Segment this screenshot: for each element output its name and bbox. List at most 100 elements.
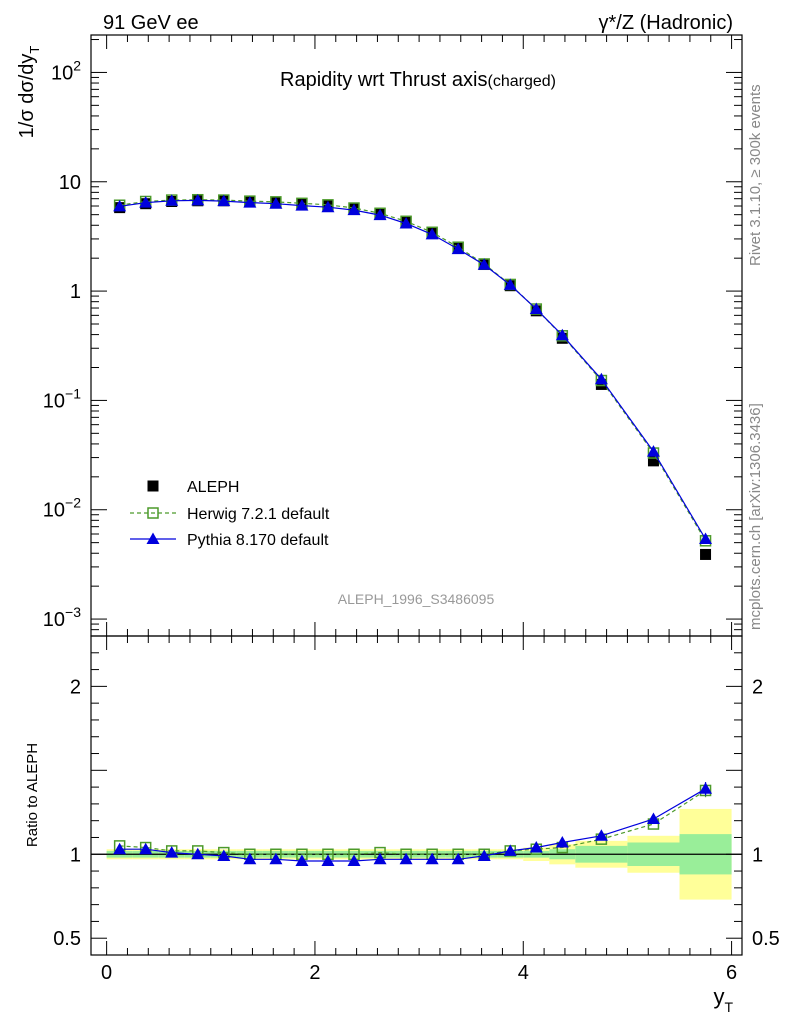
x-tick-label: 0 <box>101 962 112 984</box>
y-tick-base: 10 <box>51 62 73 84</box>
data-point <box>503 278 517 290</box>
mcplots-credit-label: mcplots.cern.ch [arXiv:1306.3436] <box>747 403 764 630</box>
data-point <box>647 455 659 467</box>
y-tick-exponent: −3 <box>65 604 81 620</box>
data-point <box>269 197 283 209</box>
ratio-point <box>477 849 491 861</box>
data-point <box>113 199 127 212</box>
ratio-panel-series <box>113 782 713 866</box>
ratio-series-2 <box>113 782 713 866</box>
y-tick-exponent: −2 <box>65 495 81 511</box>
legend-marker <box>146 532 160 544</box>
x-tick-label: 6 <box>726 962 737 984</box>
chart-title-main: Rapidity wrt Thrust axis <box>280 69 487 91</box>
legend-marker <box>147 507 159 519</box>
ratio-point <box>503 844 517 856</box>
x-tick-label: 4 <box>518 962 529 984</box>
header-right: γ*/Z (Hadronic) <box>599 12 733 34</box>
y-tick-base: 1 <box>70 281 81 303</box>
ratio-point <box>139 842 153 855</box>
x-axis-label-main: y <box>713 984 724 1009</box>
ratio-tick-label-left: 0.5 <box>53 928 81 950</box>
data-point <box>595 378 607 390</box>
data-point <box>217 194 231 207</box>
data-point <box>425 227 439 240</box>
ratio-axis-label: Ratio to ALEPH <box>24 743 41 847</box>
x-axis-label: yT <box>713 984 733 1015</box>
ratio-point <box>113 842 127 855</box>
legend-label: ALEPH <box>187 479 239 496</box>
chart-title-suffix: (charged) <box>488 73 556 90</box>
chart-title: Rapidity wrt Thrust axis(charged) <box>280 69 556 91</box>
ratio-line <box>119 789 706 855</box>
ratio-tick-label-right: 0.5 <box>752 928 780 950</box>
data-point <box>399 217 413 229</box>
ratio-point <box>347 854 361 866</box>
ratio-point <box>555 836 569 848</box>
data-point <box>139 196 153 208</box>
y-axis-label-sub: T <box>27 46 42 54</box>
ratio-point <box>425 852 439 865</box>
y-tick-label: 10−2 <box>43 495 81 522</box>
ratio-point <box>529 841 543 853</box>
data-point <box>477 258 491 270</box>
ratio-point <box>399 852 413 865</box>
data-point <box>373 208 387 221</box>
y-tick-label: 1 <box>70 281 81 303</box>
data-point <box>451 242 465 255</box>
data-point <box>700 548 712 560</box>
ratio-point <box>295 854 309 866</box>
y-axis-label-main: 1/σ dσ/dy <box>16 54 38 139</box>
y-tick-base: 10 <box>43 609 65 631</box>
x-axis-label-sub: T <box>724 999 733 1015</box>
y-axis-label: 1/σ dσ/dyT <box>16 46 42 139</box>
legend-label: Herwig 7.2.1 default <box>187 506 330 523</box>
header-left: 91 GeV ee <box>103 12 199 34</box>
ratio-point <box>269 852 283 865</box>
ratio-point <box>165 846 179 858</box>
ratio-tick-label-right: 2 <box>752 676 763 698</box>
main-panel-series <box>113 193 713 560</box>
ratio-point <box>243 852 257 865</box>
y-tick-exponent: −1 <box>65 385 81 401</box>
y-tick-label: 10−1 <box>43 385 81 412</box>
rivet-version-label: Rivet 3.1.10, ≥ 300k events <box>747 84 764 266</box>
ratio-point <box>217 849 231 861</box>
ratio-tick-label-left: 2 <box>70 676 81 698</box>
data-point <box>555 328 569 341</box>
x-tick-label: 2 <box>309 962 320 984</box>
data-point <box>594 372 608 385</box>
y-tick-label: 102 <box>51 57 81 84</box>
y-tick-base: 10 <box>43 390 65 412</box>
y-tick-base: 10 <box>43 500 65 522</box>
y-tick-base: 10 <box>59 172 81 194</box>
legend: ALEPH Herwig 7.2.1 default Pythia 8.170 de… <box>130 479 330 549</box>
analysis-tag: ALEPH_1996_S3486095 <box>338 591 495 607</box>
ratio-point <box>646 812 660 825</box>
y-tick-label: 10−3 <box>43 604 81 631</box>
data-point <box>191 193 205 206</box>
ratio-tick-label-left: 1 <box>70 844 81 866</box>
data-point <box>699 532 713 544</box>
data-point <box>295 199 309 211</box>
ratio-frame <box>90 635 743 956</box>
data-point <box>347 203 361 216</box>
y-tick-exponent: 2 <box>73 57 81 73</box>
data-point <box>646 445 660 457</box>
y-tick-label: 10 <box>59 172 81 194</box>
ratio-tick-label-right: 1 <box>752 844 763 866</box>
ratio-point <box>594 829 608 841</box>
legend-label: Pythia 8.170 default <box>187 532 329 549</box>
data-point <box>529 302 543 315</box>
data-point <box>243 196 257 208</box>
ratio-point <box>373 852 387 865</box>
data-point <box>165 194 179 206</box>
ratio-point <box>451 852 465 865</box>
series-2 <box>113 193 713 544</box>
legend-marker <box>147 480 159 492</box>
ratio-point <box>191 847 205 860</box>
ratio-point <box>321 854 335 866</box>
data-point <box>321 200 335 213</box>
